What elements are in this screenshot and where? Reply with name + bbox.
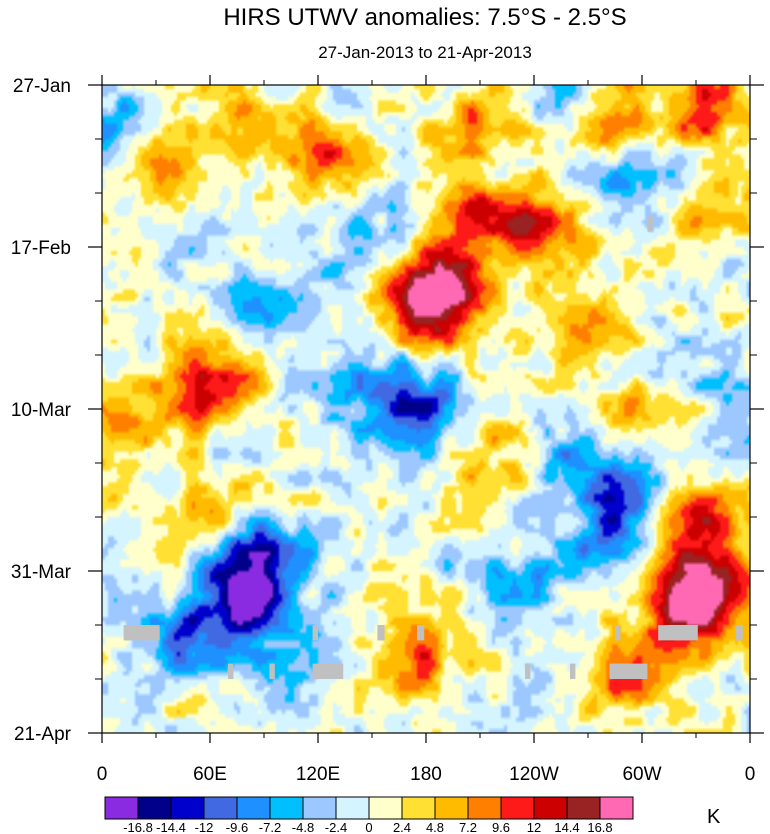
- colorbar-label: -7.2: [259, 820, 281, 834]
- colorbar-swatch: [170, 796, 205, 820]
- colorbar-swatch: [368, 796, 403, 820]
- missing-data-patch: [647, 216, 653, 232]
- colorbar: -16.8 -14.4 -12 -9.6 -7.2 -4.8 -2.4 0 2.4 4.8 7.2 9…: [104, 796, 634, 834]
- missing-data-patch: [312, 663, 344, 679]
- colorbar-swatch: [401, 796, 436, 820]
- axes: 0 60E 120E 180 120W 60W 0 27-Jan 17-Feb 10-Mar 31-…: [11, 75, 764, 785]
- missing-data-patch: [525, 663, 531, 679]
- y-tick-label: 17-Feb: [11, 238, 71, 259]
- colorbar-label: -9.6: [226, 820, 248, 834]
- colorbar-label: 0: [365, 820, 372, 834]
- colorbar-label: 9.6: [492, 820, 510, 834]
- colorbar-label: -4.8: [292, 820, 314, 834]
- missing-data-patch: [570, 663, 576, 679]
- chart-title: HIRS UTWV anomalies: 7.5°S - 2.5°S: [223, 4, 626, 31]
- colorbar-swatch: [434, 796, 469, 820]
- y-tick-label: 27-Jan: [13, 76, 71, 97]
- heatmap-field: [102, 85, 750, 733]
- x-tick-label: 180: [410, 764, 442, 785]
- colorbar-label: 7.2: [459, 820, 477, 834]
- x-tick-label: 0: [745, 764, 756, 785]
- missing-data-patch: [312, 625, 318, 641]
- colorbar-swatch: [599, 796, 634, 820]
- colorbar-label: 16.8: [587, 820, 612, 834]
- chart-subtitle: 27-Jan-2013 to 21-Apr-2013: [318, 43, 532, 62]
- x-tick-label: 120W: [509, 764, 559, 785]
- colorbar-swatch: [500, 796, 535, 820]
- colorbar-label: 14.4: [554, 820, 579, 834]
- colorbar-swatch: [269, 796, 304, 820]
- colorbar-swatch: [566, 796, 601, 820]
- missing-data-patch: [269, 663, 275, 679]
- x-tick-label: 120E: [296, 764, 340, 785]
- colorbar-swatch: [236, 796, 271, 820]
- y-tick-label: 31-Mar: [11, 562, 72, 583]
- y-tick-label: 10-Mar: [11, 400, 72, 421]
- y-tick-label: 21-Apr: [14, 724, 72, 745]
- colorbar-label: 4.8: [426, 820, 444, 834]
- missing-data-patch: [377, 625, 385, 641]
- colorbar-swatch: [302, 796, 337, 820]
- colorbar-label: -16.8: [123, 820, 153, 834]
- colorbar-swatch: [137, 796, 172, 820]
- colorbar-label: 12: [527, 820, 541, 834]
- missing-data-patch: [417, 625, 425, 641]
- x-tick-label: 60E: [193, 764, 227, 785]
- missing-data-patch: [609, 663, 648, 679]
- x-tick-label: 0: [97, 764, 108, 785]
- missing-data-patch: [658, 625, 698, 641]
- colorbar-label: -2.4: [325, 820, 347, 834]
- x-tick-label: 60W: [622, 764, 661, 785]
- colorbar-swatch: [335, 796, 370, 820]
- missing-data-patch: [615, 625, 621, 641]
- colorbar-label: -12: [195, 820, 214, 834]
- colorbar-swatch: [104, 796, 139, 820]
- missing-data-layer: [123, 216, 743, 679]
- colorbar-swatch: [203, 796, 238, 820]
- colorbar-swatch: [467, 796, 502, 820]
- missing-data-patch: [228, 663, 234, 679]
- colorbar-swatch: [533, 796, 568, 820]
- missing-data-patch: [735, 625, 743, 641]
- missing-data-patch: [123, 625, 160, 641]
- colorbar-label: 2.4: [393, 820, 411, 834]
- colorbar-label: -14.4: [156, 820, 186, 834]
- colorbar-unit: K: [707, 806, 721, 828]
